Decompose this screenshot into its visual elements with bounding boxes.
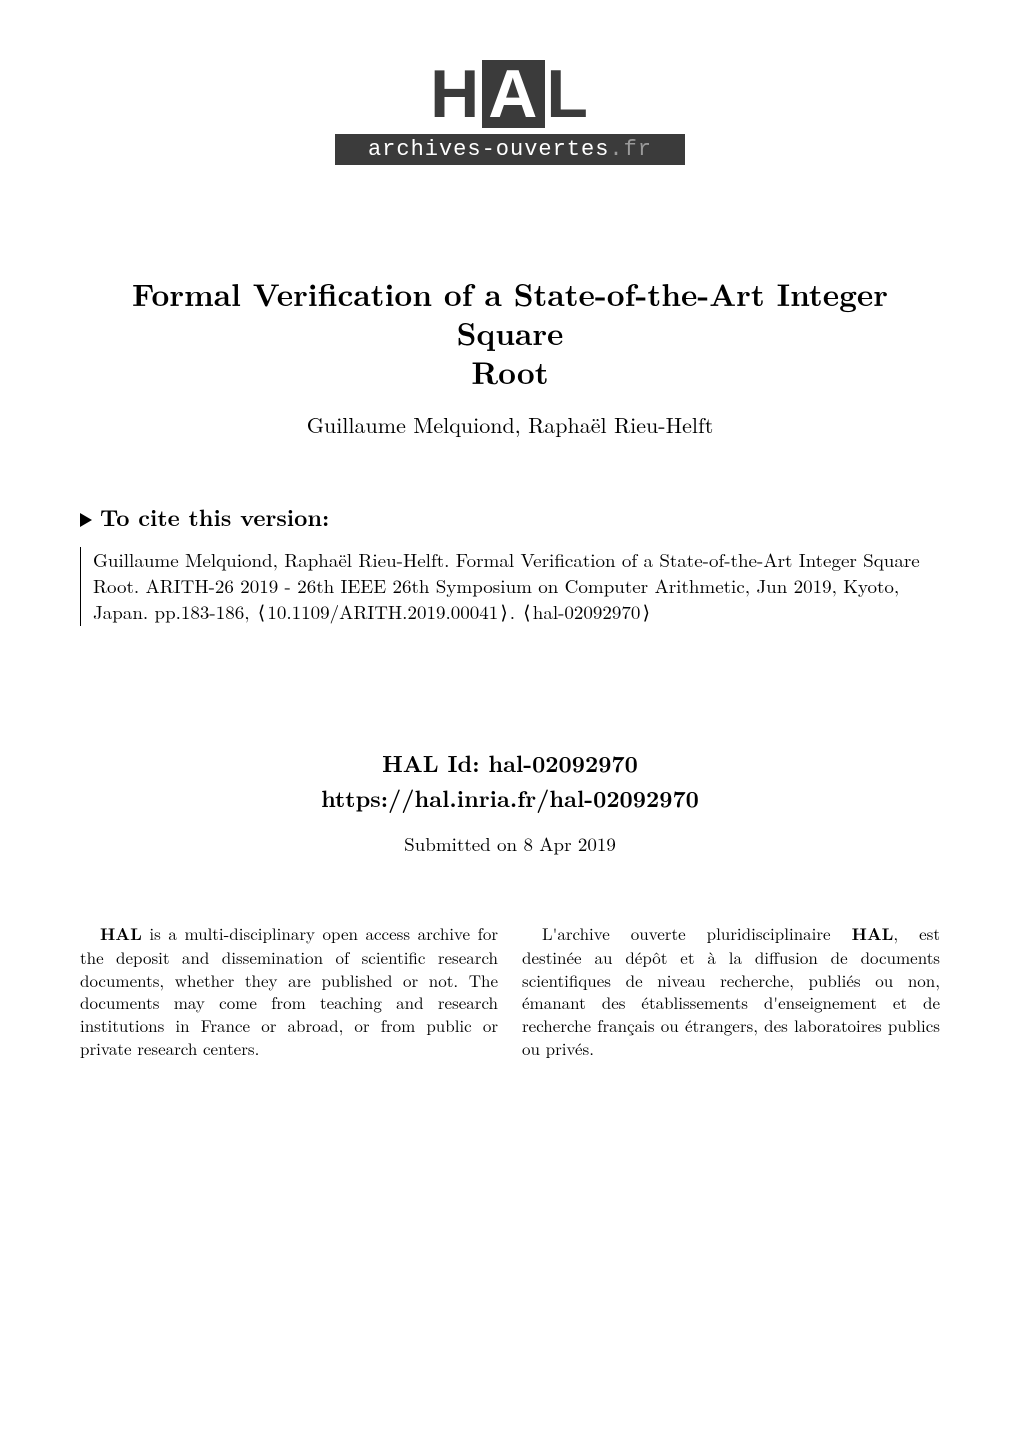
hal-id-label: HAL Id: hal-02092970: [80, 746, 940, 781]
paper-title: Formal Verification of a State-of-the-Ar…: [80, 275, 940, 391]
doi-open-bracket: ⟨: [256, 602, 267, 624]
hal-letter-l: L: [546, 56, 590, 132]
cite-body: Guillaume Melquiond, Raphaël Rieu-Helft.…: [80, 547, 940, 626]
halref-close-bracket: ⟩: [640, 602, 651, 624]
hal-letter-a-box: A: [482, 60, 545, 128]
desc-fr-paragraph: L'archive ouverte pluridisciplinaire HAL…: [522, 922, 940, 1061]
hal-logo-block: HAL archives-ouvertes.fr: [80, 60, 940, 165]
hal-url: https://hal.inria.fr/hal-02092970: [80, 781, 940, 814]
cite-section: To cite this version: Guillaume Melquion…: [80, 500, 940, 626]
title-line-1: Formal Verification of a State-of-the-Ar…: [80, 275, 940, 353]
description-en: HAL is a multi-disciplinary open access …: [80, 922, 498, 1061]
hal-tagline: archives-ouvertes.fr: [335, 134, 685, 165]
paper-authors: Guillaume Melquiond, Raphaël Rieu-Helft: [80, 409, 940, 440]
cite-halref: hal-02092970: [533, 598, 641, 625]
cite-heading: To cite this version:: [80, 500, 940, 533]
desc-fr-lead-pre: L'archive ouverte pluridisciplinaire: [542, 921, 852, 945]
hal-logo: HAL archives-ouvertes.fr: [335, 60, 685, 165]
cite-sep: .: [510, 598, 522, 625]
submitted-date: Submitted on 8 Apr 2019: [80, 830, 940, 857]
desc-en-lead-bold: HAL: [100, 922, 142, 946]
tagline-suffix: .fr: [609, 137, 652, 162]
desc-en-body: is a multi-disciplinary open access arch…: [80, 921, 498, 1061]
desc-en-paragraph: HAL is a multi-disciplinary open access …: [80, 922, 498, 1061]
hal-id-block: HAL Id: hal-02092970 https://hal.inria.f…: [80, 746, 940, 857]
hal-letter-h: H: [430, 56, 481, 132]
triangle-right-icon: [80, 513, 92, 527]
cite-heading-text: To cite this version:: [100, 500, 329, 533]
desc-fr-lead-bold: HAL: [852, 922, 894, 946]
doi-close-bracket: ⟩: [498, 602, 509, 624]
description-fr: L'archive ouverte pluridisciplinaire HAL…: [522, 922, 940, 1061]
title-line-2: Root: [80, 353, 940, 392]
cite-doi: 10.1109/ARITH.2019.00041: [267, 598, 498, 625]
description-columns: HAL is a multi-disciplinary open access …: [80, 922, 940, 1061]
hal-wordmark: HAL: [335, 60, 685, 128]
halref-open-bracket: ⟨: [521, 602, 532, 624]
tagline-text: archives-ouvertes: [368, 137, 609, 162]
